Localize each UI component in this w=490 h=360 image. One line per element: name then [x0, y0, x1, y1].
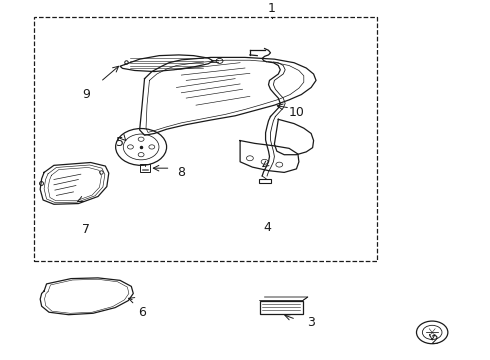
Text: 4: 4	[263, 221, 271, 234]
Text: 9: 9	[82, 88, 90, 101]
Text: 6: 6	[138, 306, 146, 319]
Text: 8: 8	[177, 166, 185, 179]
Bar	[259, 179, 271, 183]
Text: 2: 2	[430, 334, 438, 347]
Text: 10: 10	[289, 106, 304, 119]
Text: 5: 5	[116, 136, 124, 149]
Bar	[260, 301, 303, 314]
Bar	[34, 17, 377, 261]
Bar	[140, 163, 150, 172]
Text: 7: 7	[82, 222, 90, 235]
Text: 1: 1	[268, 2, 276, 15]
Text: 3: 3	[307, 316, 315, 329]
